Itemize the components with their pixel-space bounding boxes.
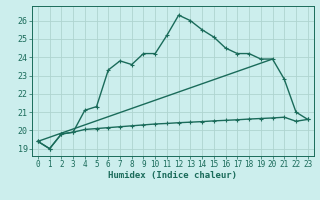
X-axis label: Humidex (Indice chaleur): Humidex (Indice chaleur): [108, 171, 237, 180]
